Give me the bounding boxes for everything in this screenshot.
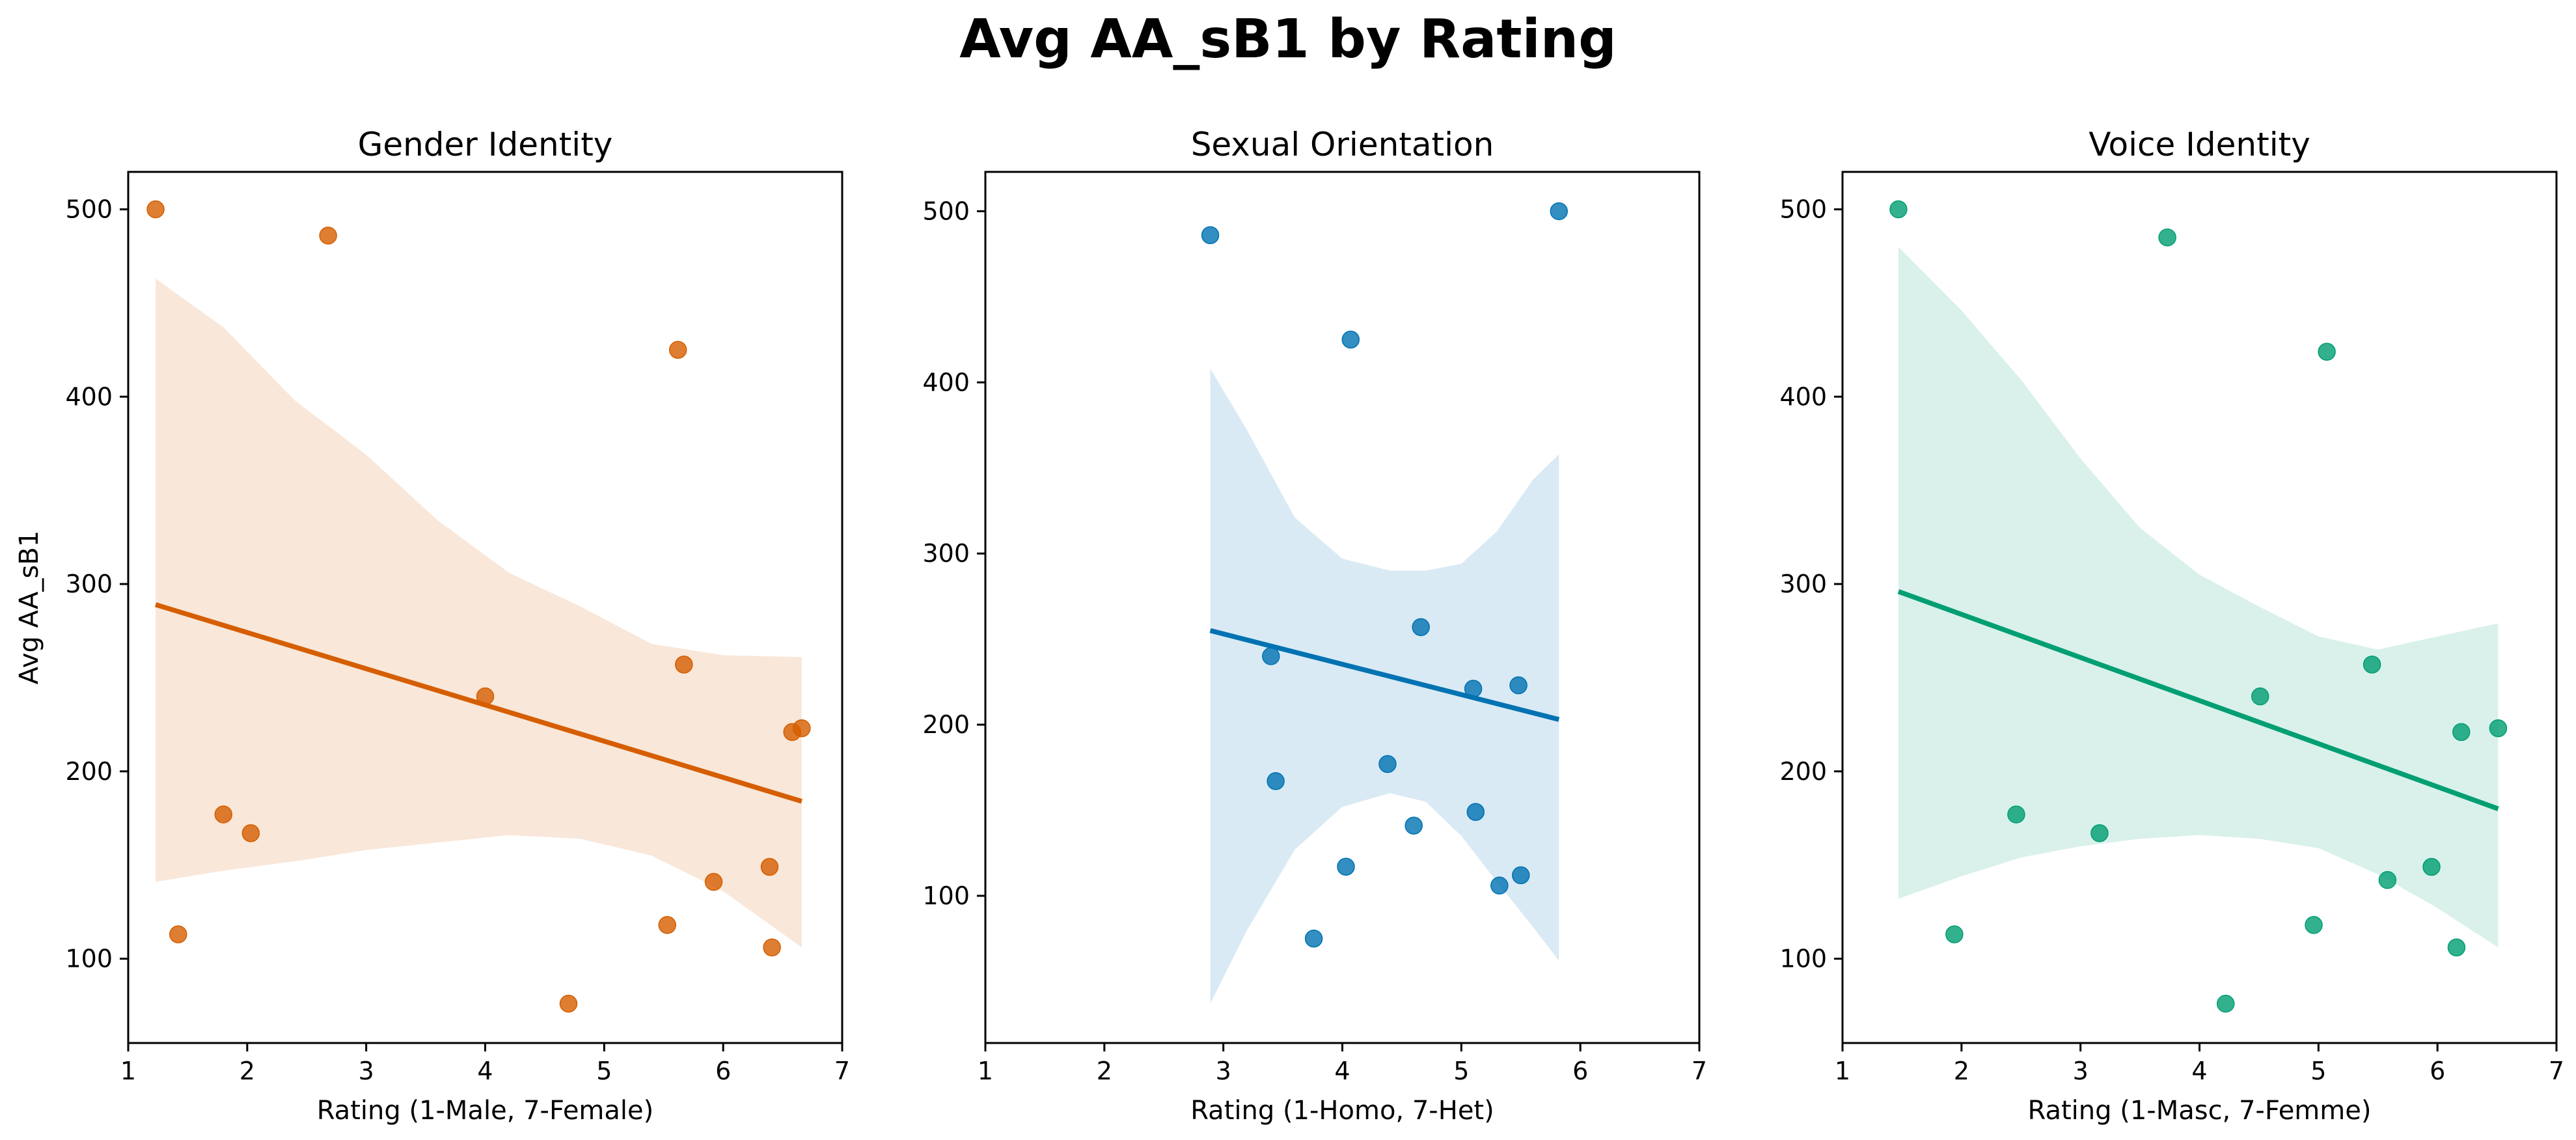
data-point [2318,342,2336,361]
y-tick-label: 200 [65,757,113,786]
data-point [1337,857,1355,876]
data-point [1466,803,1485,821]
x-tick-label: 5 [1453,1057,1469,1085]
y-tick-label: 100 [1779,945,1827,973]
y-tick-label: 500 [65,195,113,224]
data-point [668,341,687,359]
x-tick-label: 6 [715,1057,731,1085]
panel-title: Gender Identity [358,126,613,163]
data-point [1267,772,1285,790]
data-point [1412,618,1430,636]
y-tick-label: 200 [1779,757,1827,786]
data-point [2305,915,2323,934]
x-tick-label: 5 [2310,1057,2326,1085]
data-point [760,857,779,876]
y-tick-label: 300 [922,539,970,568]
data-point [214,805,233,824]
data-point [1550,202,1569,221]
data-point [2378,870,2397,889]
data-point [146,200,165,219]
data-point [704,872,723,891]
x-tick-label: 2 [240,1057,255,1085]
panel-title: Sexual Orientation [1191,126,1494,163]
data-point [763,938,781,957]
x-tick-label: 7 [1692,1057,1707,1085]
data-point [559,994,578,1013]
x-tick-label: 3 [2073,1057,2089,1085]
confidence-band [156,279,802,948]
panel-2: 1 2 3 4 5 6 7 100 200 300 400 500 Sexual Orientation… [922,126,1707,1126]
data-point [1201,226,1220,245]
x-tick-label: 2 [1954,1057,1969,1085]
data-point [2158,228,2176,247]
panel-3: 1 2 3 4 5 6 7 100 200 300 400 500 Voice Identity Rati… [1779,126,2564,1126]
data-point [2251,687,2269,706]
y-tick-label: 100 [922,882,970,910]
data-point [2363,656,2381,674]
data-point [169,925,187,943]
data-point [2489,719,2508,738]
regression-line [1897,589,2499,811]
data-point [1945,925,1964,943]
data-point [319,227,337,245]
y-tick-label: 400 [65,382,113,411]
x-tick-label: 3 [359,1057,374,1085]
confidence-band [1898,247,2499,948]
data-point [1341,330,1360,349]
figure-title: Avg AA_sB1 by Rating [959,8,1617,70]
x-tick-label: 7 [834,1057,850,1085]
data-point [2452,723,2471,742]
y-tick-label: 200 [922,710,970,739]
x-tick-label: 1 [978,1057,993,1085]
y-axis-label: Avg AA_sB1 [14,531,44,684]
x-tick-label: 2 [1097,1057,1112,1085]
data-point [2447,938,2466,957]
confidence-band [1210,368,1559,1004]
x-axis-label: Rating (1-Male, 7-Female) [317,1096,653,1126]
regression-line [1209,628,1560,722]
data-point [675,656,693,674]
y-tick-label: 500 [922,197,970,225]
x-tick-label: 4 [2191,1057,2207,1085]
panel-title: Voice Identity [2089,126,2310,163]
data-point [1490,876,1509,895]
x-tick-label: 1 [1835,1057,1850,1085]
y-tick-label: 300 [1779,570,1827,598]
panels: 1 2 3 4 5 6 7 100 200 300 400 500 Gender Identity Rat… [14,126,2564,1126]
data-point [2216,994,2235,1013]
x-tick-label: 5 [596,1057,612,1085]
data-point [793,719,811,738]
x-axis-label: Rating (1-Homo, 7-Het) [1190,1096,1494,1126]
x-axis-label: Rating (1-Masc, 7-Femme) [2028,1096,2372,1126]
y-tick-label: 500 [1779,195,1827,224]
x-tick-label: 4 [1334,1057,1350,1085]
y-tick-label: 400 [1779,382,1827,411]
y-tick-label: 300 [65,570,113,598]
data-point [1509,676,1528,695]
x-tick-label: 6 [1572,1057,1588,1085]
data-point [2007,805,2025,824]
panel-1: 1 2 3 4 5 6 7 100 200 300 400 500 Gender Identity Rat… [14,126,850,1126]
data-point [1889,200,1908,219]
regression-line [154,602,802,804]
data-point [1378,755,1397,773]
data-point [1304,929,1323,948]
data-point [1262,647,1280,665]
data-point [2422,857,2441,876]
y-tick-label: 100 [65,945,113,973]
x-tick-label: 6 [2430,1057,2445,1085]
data-point [1512,866,1530,885]
x-tick-label: 7 [2549,1057,2564,1085]
y-tick-label: 400 [922,368,970,396]
x-tick-label: 4 [477,1057,493,1085]
data-point [241,824,260,842]
x-tick-label: 3 [1216,1057,1231,1085]
data-point [658,915,676,934]
x-tick-label: 1 [120,1057,136,1085]
data-point [1404,816,1423,835]
data-point [2090,824,2109,842]
